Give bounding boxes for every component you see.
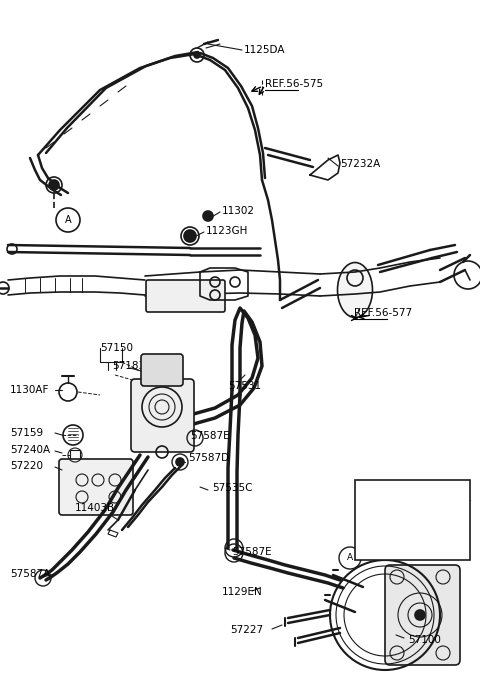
Text: 57587E: 57587E [232,547,272,557]
Circle shape [203,211,213,221]
Text: 1125DA: 1125DA [368,484,409,494]
FancyBboxPatch shape [146,280,225,312]
Text: 1130AF: 1130AF [10,385,49,395]
Text: A: A [65,215,72,225]
Text: 57240A: 57240A [10,445,50,455]
Circle shape [194,52,200,58]
Text: 57159: 57159 [10,428,43,438]
Circle shape [176,458,184,466]
FancyBboxPatch shape [131,379,194,452]
Text: 1129EN: 1129EN [222,587,263,597]
Bar [355,480,470,560]
Text: 57587A: 57587A [10,569,50,579]
Text: 11403B: 11403B [75,503,115,513]
Text: A: A [347,553,353,562]
Text: REF.56-577: REF.56-577 [354,308,412,318]
FancyBboxPatch shape [385,565,460,665]
Text: 57535C: 57535C [212,483,252,493]
Text: 57183: 57183 [112,361,145,371]
Text: REF.56-575: REF.56-575 [265,79,323,89]
Text: 57531: 57531 [228,381,261,391]
Text: 57220: 57220 [10,461,43,471]
Text: 57150: 57150 [100,343,133,353]
Text: 1123GH: 1123GH [206,226,248,236]
FancyBboxPatch shape [141,354,183,386]
Circle shape [401,531,409,539]
Circle shape [415,610,425,620]
Bar [70,450,80,460]
Text: 57100: 57100 [408,635,441,645]
Text: 57232A: 57232A [340,159,380,169]
Text: 57587E: 57587E [190,431,229,441]
Text: 57227: 57227 [230,625,263,635]
FancyBboxPatch shape [59,459,133,515]
Ellipse shape [337,262,372,318]
Text: 57587D: 57587D [188,453,229,463]
Text: 1125DA: 1125DA [244,45,286,55]
Circle shape [49,180,59,190]
Text: 11302: 11302 [222,206,255,216]
Circle shape [184,230,196,242]
